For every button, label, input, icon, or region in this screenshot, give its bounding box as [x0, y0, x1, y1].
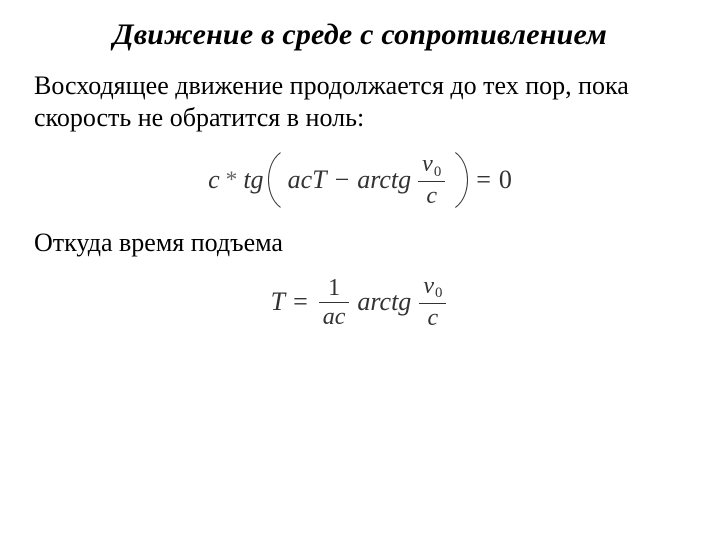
eq1-eq: =: [472, 165, 495, 195]
equation-1: c * tg acT − arctg v0 c: [34, 147, 686, 213]
eq1-rhs: 0: [499, 165, 512, 195]
paragraph-2: Откуда время подъема: [34, 227, 686, 259]
eq1-acT: acT: [288, 165, 327, 195]
eq1-c2: c: [422, 183, 441, 209]
equation-2: T = 1 ac arctg v0 c: [34, 273, 686, 331]
eq2-sub0: 0: [434, 285, 442, 301]
paragraph-1: Восходящее движение продолжается до тех …: [34, 70, 686, 133]
eq2-frac1: 1 ac: [319, 275, 350, 330]
eq1-paren: acT − arctg v0 c: [268, 147, 469, 213]
eq2-c: c: [424, 305, 443, 331]
eq2-T: T: [271, 287, 285, 317]
eq1-minus: −: [331, 165, 354, 195]
eq1-frac: v0 c: [418, 151, 445, 209]
eq2-eq: =: [289, 287, 312, 317]
eq2-one: 1: [324, 275, 344, 301]
right-paren-icon: [454, 147, 468, 213]
eq1-sub0: 0: [433, 164, 441, 180]
page-title: Движение в среде с сопротивлением: [34, 18, 686, 52]
eq2-arctg: arctg: [356, 287, 412, 317]
eq1-c: c: [208, 165, 220, 195]
left-paren-icon: [268, 147, 282, 213]
eq2-ac: ac: [319, 304, 350, 330]
eq1-arctg: arctg: [357, 165, 411, 195]
eq1-star: *: [224, 167, 240, 194]
eq1-tg: tg: [243, 165, 263, 195]
eq1-v: v: [422, 151, 433, 177]
eq2-v: v: [423, 273, 434, 299]
eq2-frac2: v0 c: [419, 273, 446, 331]
